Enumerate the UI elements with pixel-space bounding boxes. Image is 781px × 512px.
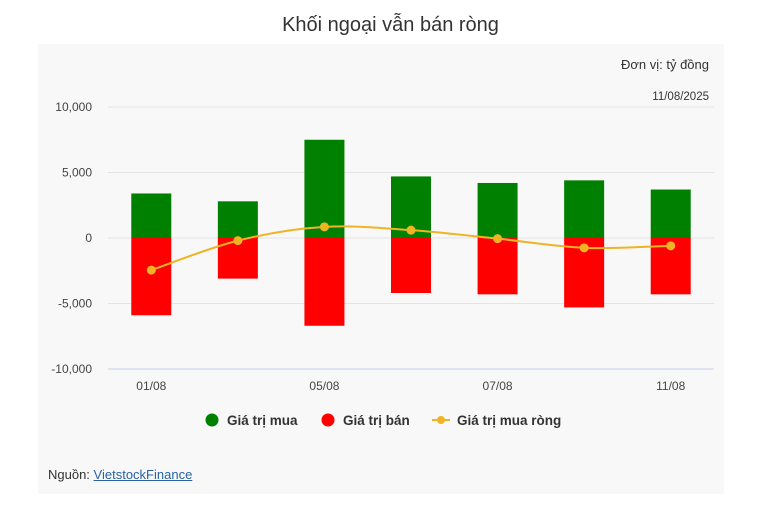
legend-marker	[321, 413, 335, 427]
source-label: Nguồn:	[48, 467, 94, 482]
legend-label: Giá trị bán	[343, 413, 410, 428]
net-point	[319, 222, 329, 232]
buy-bar	[477, 182, 518, 238]
source-line: Nguồn: VietstockFinance	[48, 467, 192, 482]
legend-marker	[205, 413, 219, 427]
net-point	[666, 241, 676, 251]
buy-bar	[304, 139, 345, 238]
buy-bar	[217, 201, 258, 238]
buy-bar	[564, 180, 605, 238]
sell-bar	[477, 238, 518, 295]
y-tick-label: -5,000	[58, 297, 92, 311]
net-point	[493, 234, 503, 244]
net-point	[579, 243, 589, 253]
x-tick-label: 05/08	[309, 379, 339, 393]
legend-label: Giá trị mua ròng	[457, 413, 561, 428]
y-tick-label: 5,000	[62, 166, 92, 180]
x-tick-label: 11/08	[656, 379, 685, 393]
buy-bar	[131, 193, 172, 238]
legend-label: Giá trị mua	[227, 413, 298, 428]
x-tick-label: 01/08	[136, 379, 166, 393]
sell-bar	[131, 238, 172, 316]
y-tick-label: 10,000	[55, 100, 92, 114]
source-link[interactable]: VietstockFinance	[93, 467, 193, 482]
buy-bar	[650, 189, 691, 238]
sell-bar	[304, 238, 345, 326]
net-point	[146, 265, 156, 275]
y-tick-label: 0	[85, 231, 92, 245]
sell-bar	[391, 238, 431, 294]
net-point	[233, 236, 243, 246]
date-label: 11/08/2025	[652, 91, 709, 103]
unit-label: Đơn vị: tỷ đồng	[620, 57, 709, 72]
net-point	[406, 225, 416, 235]
legend-line-marker	[437, 416, 445, 424]
y-tick-label: -10,000	[51, 362, 92, 376]
chart-title: Khối ngoại vẫn bán ròng	[282, 14, 499, 36]
x-tick-label: 07/08	[483, 379, 513, 393]
